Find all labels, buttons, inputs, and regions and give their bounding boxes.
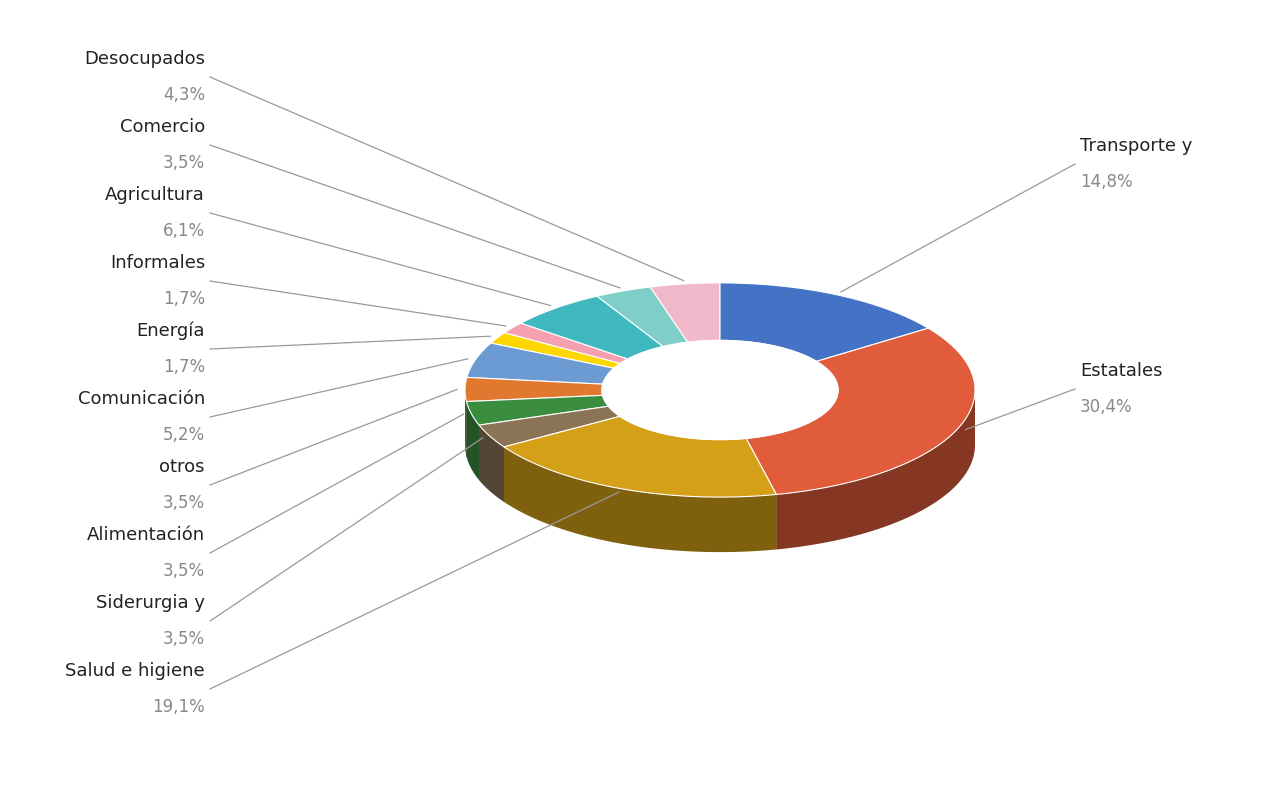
Polygon shape — [596, 287, 687, 347]
Polygon shape — [479, 406, 608, 480]
Polygon shape — [479, 406, 608, 480]
Text: Estatales: Estatales — [1080, 362, 1162, 380]
Polygon shape — [746, 438, 777, 550]
Polygon shape — [504, 447, 777, 552]
Text: Alimentación: Alimentación — [87, 526, 205, 544]
Polygon shape — [466, 395, 603, 457]
Polygon shape — [479, 406, 620, 447]
Polygon shape — [490, 333, 621, 368]
Polygon shape — [466, 395, 603, 457]
Ellipse shape — [602, 396, 838, 495]
Text: 19,1%: 19,1% — [152, 698, 205, 716]
Text: otros: otros — [160, 458, 205, 476]
Text: Siderurgia y: Siderurgia y — [96, 594, 205, 612]
Polygon shape — [465, 390, 466, 457]
Text: 1,7%: 1,7% — [163, 290, 205, 308]
Text: 1,7%: 1,7% — [163, 358, 205, 376]
Polygon shape — [504, 416, 777, 497]
Ellipse shape — [602, 340, 838, 439]
Text: Comercio: Comercio — [120, 118, 205, 136]
Text: Energía: Energía — [137, 322, 205, 340]
Polygon shape — [466, 395, 608, 425]
Polygon shape — [504, 323, 627, 363]
Text: Desocupados: Desocupados — [84, 50, 205, 68]
Polygon shape — [608, 406, 620, 472]
Polygon shape — [746, 438, 777, 550]
Text: 30,4%: 30,4% — [1080, 398, 1133, 416]
Polygon shape — [479, 425, 504, 502]
Polygon shape — [466, 401, 479, 480]
Text: 6,1%: 6,1% — [163, 222, 205, 240]
Polygon shape — [465, 378, 603, 401]
Text: 4,3%: 4,3% — [163, 86, 205, 104]
Polygon shape — [603, 395, 608, 461]
Text: 5,2%: 5,2% — [163, 426, 205, 444]
Text: 3,5%: 3,5% — [163, 494, 205, 512]
Text: 3,5%: 3,5% — [163, 562, 205, 580]
Text: 3,5%: 3,5% — [163, 630, 205, 648]
Text: Comunicación: Comunicación — [78, 390, 205, 408]
Text: Salud e higiene: Salud e higiene — [65, 662, 205, 680]
Polygon shape — [521, 296, 663, 359]
Polygon shape — [746, 390, 838, 493]
Polygon shape — [504, 416, 620, 502]
Polygon shape — [504, 416, 620, 502]
Polygon shape — [467, 343, 614, 384]
Polygon shape — [777, 390, 975, 550]
Polygon shape — [746, 328, 975, 495]
Text: 3,5%: 3,5% — [163, 154, 205, 172]
Polygon shape — [719, 283, 928, 361]
Text: Transporte y: Transporte y — [1080, 137, 1193, 155]
Text: Agricultura: Agricultura — [105, 186, 205, 204]
Polygon shape — [620, 416, 746, 495]
Text: 14,8%: 14,8% — [1080, 173, 1133, 191]
Polygon shape — [650, 283, 719, 342]
Text: Informales: Informales — [110, 254, 205, 272]
